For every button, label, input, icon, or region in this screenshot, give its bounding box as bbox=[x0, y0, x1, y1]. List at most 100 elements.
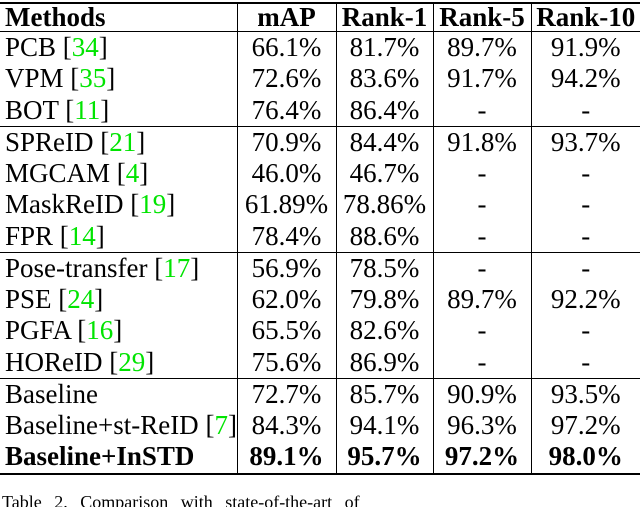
value-cell: 89.1% bbox=[236, 441, 336, 474]
value-cell: 62.0% bbox=[236, 284, 336, 316]
value-cell: 78.5% bbox=[335, 251, 433, 284]
value-cell: 81.7% bbox=[335, 31, 433, 64]
col-header-rank10: Rank-10 bbox=[530, 3, 640, 32]
value-cell: 61.89% bbox=[236, 189, 336, 221]
value-cell: - bbox=[530, 315, 640, 347]
value-cell: 92.2% bbox=[530, 284, 640, 316]
method-cell: Baseline+InSTD bbox=[0, 441, 237, 473]
table-row: Pose-transfer [17] 56.9% 78.5% - - bbox=[0, 251, 640, 284]
col-header-methods: Methods bbox=[0, 3, 237, 32]
value-cell: 93.7% bbox=[530, 125, 640, 158]
value-cell: 89.7% bbox=[432, 31, 531, 64]
method-name: Baseline+InSTD bbox=[5, 441, 195, 472]
value-cell: 46.0% bbox=[236, 158, 336, 190]
method-name: PSE bbox=[5, 284, 52, 315]
method-cell: SPReID [21] bbox=[0, 125, 237, 158]
col-header-rank1: Rank-1 bbox=[335, 3, 433, 32]
method-name: SPReID bbox=[5, 126, 94, 157]
method-name: MGCAM bbox=[5, 158, 111, 189]
method-cell: PCB [34] bbox=[5, 32, 108, 63]
citation-ref[interactable]: 16 bbox=[86, 315, 114, 346]
table-row: MGCAM [4] 46.0% 46.7% - - bbox=[0, 158, 640, 190]
table-row: Baseline+st-ReID [7] 84.3% 94.1% 96.3% 97.2% bbox=[0, 410, 640, 442]
table-row: PSE [24] 62.0% 79.8% 89.7% 92.2% bbox=[0, 284, 640, 316]
value-cell: 97.2% bbox=[530, 410, 640, 442]
value-cell: - bbox=[530, 220, 640, 253]
value-cell: 91.7% bbox=[432, 63, 531, 95]
table-row: Baseline+InSTD 89.1% 95.7% 97.2% 98.0% bbox=[0, 441, 640, 474]
value-cell: - bbox=[432, 158, 531, 190]
method-cell: Baseline+st-ReID [7] bbox=[5, 410, 237, 441]
value-cell: 70.9% bbox=[236, 125, 336, 158]
value-cell: 98.0% bbox=[530, 441, 640, 474]
value-cell: 86.9% bbox=[335, 346, 433, 379]
table-body: PCB [34] 66.1% 81.7% 89.7% 91.9% VPM [35] 72.6… bbox=[0, 31, 640, 474]
method-name: FPR bbox=[5, 220, 54, 251]
value-cell: 76.4% bbox=[236, 94, 336, 127]
method-name: Pose-transfer bbox=[5, 252, 148, 283]
value-cell: 56.9% bbox=[236, 251, 336, 284]
value-cell: 94.2% bbox=[530, 63, 640, 95]
citation-ref[interactable]: 11 bbox=[74, 94, 101, 125]
citation-ref[interactable]: 21 bbox=[109, 126, 137, 157]
results-table: Methods mAP Rank-1 Rank-5 Rank-10 PCB [3… bbox=[0, 2, 640, 475]
method-name: PGFA bbox=[5, 315, 71, 346]
citation-ref[interactable]: 34 bbox=[71, 32, 99, 63]
value-cell: 46.7% bbox=[335, 158, 433, 190]
value-cell: 91.9% bbox=[530, 31, 640, 64]
table-caption: Table 2. Comparison with state-of-the-ar… bbox=[2, 492, 360, 507]
table-row: Baseline 72.7% 85.7% 90.9% 93.5% bbox=[0, 377, 640, 410]
value-cell: 72.7% bbox=[236, 377, 336, 410]
value-cell: - bbox=[432, 94, 531, 127]
value-cell: 75.6% bbox=[236, 346, 336, 379]
method-name: Baseline bbox=[5, 378, 98, 409]
citation-ref[interactable]: 4 bbox=[125, 158, 140, 189]
value-cell: - bbox=[530, 158, 640, 190]
value-cell: 91.8% bbox=[432, 125, 531, 158]
value-cell: 79.8% bbox=[335, 284, 433, 316]
col-header-map: mAP bbox=[236, 3, 336, 32]
value-cell: - bbox=[530, 189, 640, 221]
value-cell: 95.7% bbox=[335, 441, 433, 474]
value-cell: 90.9% bbox=[432, 377, 531, 410]
value-cell: 78.4% bbox=[236, 220, 336, 253]
table-row: BOT [11] 76.4% 86.4% - - bbox=[0, 94, 640, 127]
table-row: HOReID [29] 75.6% 86.9% - - bbox=[0, 346, 640, 379]
method-cell: Pose-transfer [17] bbox=[0, 251, 237, 284]
value-cell: - bbox=[530, 346, 640, 379]
method-cell: MGCAM [4] bbox=[5, 158, 149, 189]
value-cell: 84.3% bbox=[236, 410, 336, 442]
value-cell: 78.86% bbox=[335, 189, 433, 221]
method-name: MaskReID bbox=[5, 189, 124, 220]
table-row: PGFA [16] 65.5% 82.6% - - bbox=[0, 315, 640, 347]
citation-ref[interactable]: 29 bbox=[118, 346, 146, 377]
method-name: BOT bbox=[5, 94, 59, 125]
citation-ref[interactable]: 24 bbox=[67, 284, 95, 315]
method-cell: MaskReID [19] bbox=[5, 189, 176, 220]
table-row: VPM [35] 72.6% 83.6% 91.7% 94.2% bbox=[0, 63, 640, 95]
citation-ref[interactable]: 35 bbox=[79, 63, 107, 94]
value-cell: 66.1% bbox=[236, 31, 336, 64]
method-cell: HOReID [29] bbox=[5, 346, 155, 377]
value-cell: - bbox=[432, 189, 531, 221]
citation-ref[interactable]: 14 bbox=[68, 220, 96, 251]
citation-ref[interactable]: 17 bbox=[163, 252, 191, 283]
value-cell: 86.4% bbox=[335, 94, 433, 127]
value-cell: 96.3% bbox=[432, 410, 531, 442]
citation-ref[interactable]: 19 bbox=[139, 189, 167, 220]
col-header-rank5: Rank-5 bbox=[432, 3, 531, 32]
value-cell: 97.2% bbox=[432, 441, 531, 474]
method-cell: FPR [14] bbox=[5, 220, 105, 251]
method-name: VPM bbox=[5, 63, 64, 94]
citation-ref[interactable]: 7 bbox=[214, 410, 228, 441]
value-cell: - bbox=[432, 251, 531, 284]
method-cell: PGFA [16] bbox=[5, 315, 123, 346]
method-cell: Baseline bbox=[0, 377, 237, 410]
value-cell: - bbox=[530, 251, 640, 284]
value-cell: 89.7% bbox=[432, 284, 531, 316]
value-cell: 85.7% bbox=[335, 377, 433, 410]
value-cell: 72.6% bbox=[236, 63, 336, 95]
value-cell: 94.1% bbox=[335, 410, 433, 442]
value-cell: 84.4% bbox=[335, 125, 433, 158]
